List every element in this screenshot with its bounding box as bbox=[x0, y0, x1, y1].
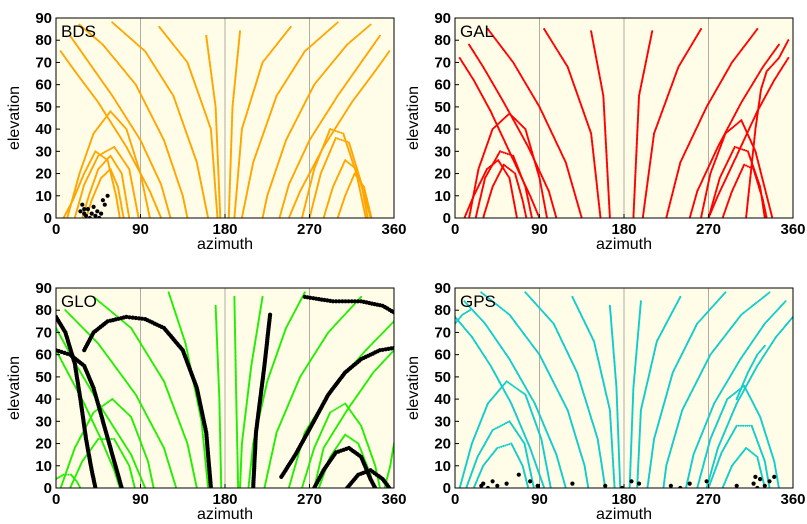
y-tick-label: 0 bbox=[44, 210, 52, 227]
data-point bbox=[733, 145, 736, 148]
y-tick-label: 70 bbox=[35, 54, 52, 71]
data-point bbox=[78, 209, 83, 214]
data-point bbox=[490, 164, 493, 167]
data-point bbox=[346, 161, 350, 164]
data-point bbox=[108, 148, 111, 151]
data-points bbox=[59, 21, 391, 218]
data-point bbox=[506, 166, 510, 170]
data-point bbox=[105, 193, 110, 198]
data-point bbox=[504, 152, 507, 155]
data-point bbox=[741, 148, 744, 151]
y-axis-title: elevation bbox=[6, 86, 23, 150]
data-point bbox=[93, 213, 98, 218]
y-tick-label: 20 bbox=[35, 166, 52, 183]
data-point bbox=[106, 149, 109, 152]
data-point bbox=[329, 128, 332, 131]
x-tick-label: 270 bbox=[297, 221, 322, 238]
x-tick-label: 90 bbox=[132, 221, 149, 238]
data-point bbox=[330, 128, 334, 131]
y-tick-label: 50 bbox=[35, 99, 52, 116]
data-point bbox=[97, 215, 102, 218]
data-point bbox=[95, 209, 100, 214]
data-point bbox=[91, 204, 96, 209]
data-point bbox=[502, 151, 505, 154]
data-point bbox=[499, 150, 502, 153]
data-point bbox=[492, 162, 496, 165]
data-point bbox=[340, 131, 343, 134]
data-points bbox=[458, 28, 790, 218]
data-point bbox=[89, 211, 94, 216]
data-point bbox=[743, 163, 746, 166]
y-tick-label: 40 bbox=[35, 121, 52, 138]
data-point bbox=[80, 202, 85, 207]
data-point bbox=[338, 138, 341, 141]
data-point bbox=[746, 165, 749, 168]
data-point bbox=[743, 149, 746, 152]
data-point bbox=[338, 131, 341, 134]
data-point bbox=[332, 129, 335, 132]
data-point bbox=[336, 130, 339, 133]
data-point bbox=[334, 136, 337, 140]
x-tick-label: 180 bbox=[212, 221, 237, 238]
data-point bbox=[83, 213, 89, 218]
series-0 bbox=[59, 21, 391, 218]
data-point bbox=[737, 147, 740, 150]
data-point bbox=[85, 207, 90, 212]
data-point bbox=[334, 129, 337, 133]
data-point bbox=[101, 152, 105, 155]
data-point bbox=[745, 164, 748, 167]
x-tick-label: 0 bbox=[52, 221, 60, 238]
data-point bbox=[508, 153, 511, 156]
data-point bbox=[82, 207, 87, 212]
data-point bbox=[111, 146, 114, 149]
data-point bbox=[340, 138, 343, 141]
x-tick-label: 360 bbox=[381, 221, 406, 238]
panel-title: BDS bbox=[61, 22, 96, 41]
data-point bbox=[342, 139, 345, 142]
data-point bbox=[102, 202, 107, 207]
data-point bbox=[100, 198, 105, 203]
y-tick-label: 90 bbox=[35, 10, 52, 27]
data-point bbox=[735, 146, 738, 149]
data-point bbox=[87, 215, 92, 218]
y-tick-label: 80 bbox=[35, 32, 52, 49]
data-point bbox=[510, 154, 513, 157]
y-tick-label: 10 bbox=[35, 188, 52, 205]
y-tick-label: 60 bbox=[35, 77, 52, 94]
data-point bbox=[336, 137, 339, 140]
y-tick-label: 30 bbox=[35, 143, 52, 160]
data-point bbox=[506, 152, 509, 155]
data-point bbox=[109, 147, 113, 150]
data-point bbox=[105, 150, 108, 153]
data-point bbox=[103, 151, 106, 154]
data-point bbox=[739, 147, 742, 150]
data-point bbox=[512, 171, 515, 174]
data-point bbox=[99, 211, 104, 216]
data-point bbox=[500, 150, 503, 154]
x-axis-title: azimuth bbox=[197, 236, 253, 253]
series-0 bbox=[458, 28, 790, 218]
data-point bbox=[745, 149, 748, 152]
series-1 bbox=[78, 193, 110, 218]
